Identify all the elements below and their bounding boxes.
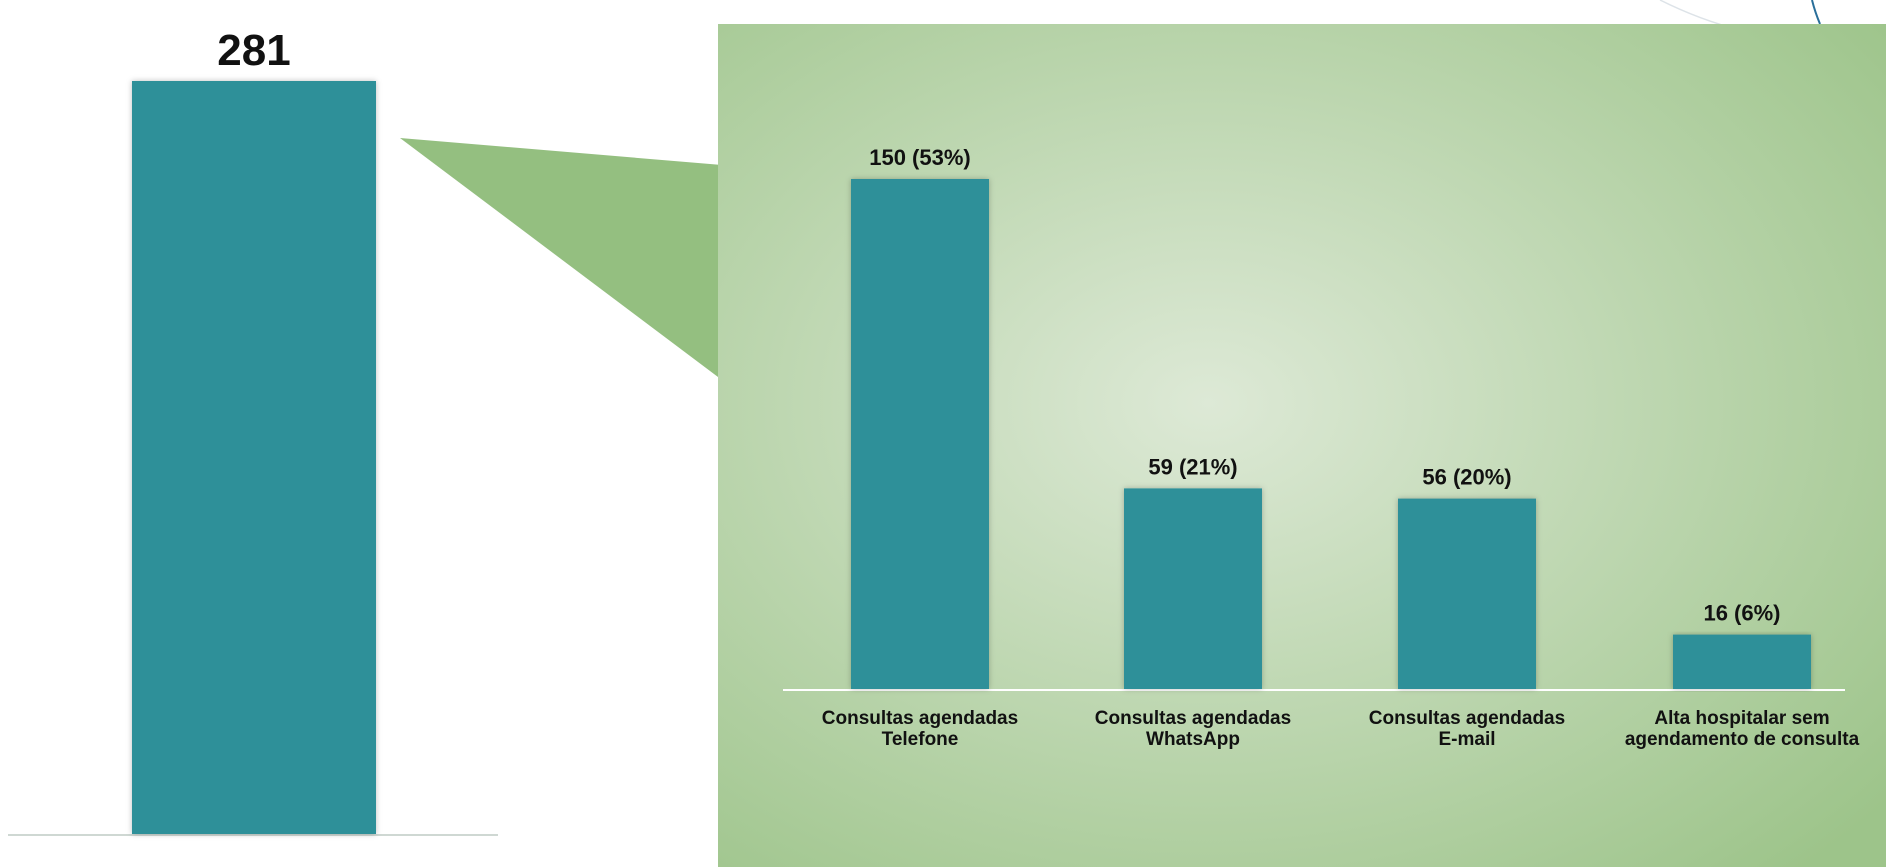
bar-value-label-alta-hospitalar: 16 (6%) — [1703, 601, 1780, 626]
category-label-email: Consultas agendadas E-mail — [1368, 708, 1566, 750]
total-bar — [132, 81, 376, 834]
total-bar-value-label: 281 — [217, 26, 290, 75]
corner-decoration-accent — [1811, 0, 1821, 25]
bar-telefone — [851, 179, 989, 689]
bar-whatsapp — [1124, 488, 1262, 689]
category-label-alta-hospitalar: Alta hospitalar sem agendamento de consu… — [1624, 708, 1860, 750]
bar-value-label-whatsapp: 59 (21%) — [1148, 454, 1237, 479]
bar-email — [1398, 498, 1536, 689]
bar-value-label-telefone: 150 (53%) — [869, 145, 971, 170]
total-chart: 281 — [8, 26, 498, 836]
breakdown-chart: 150 (53%) 59 (21%) 56 (20%) 16 (6%) — [783, 145, 1845, 691]
category-label-telefone: Consultas agendadas Telefone — [821, 708, 1019, 750]
callout-wedge — [400, 138, 722, 380]
bar-alta-hospitalar — [1673, 634, 1811, 689]
bar-value-label-email: 56 (20%) — [1422, 465, 1511, 490]
category-label-whatsapp: Consultas agendadas WhatsApp — [1094, 708, 1292, 750]
